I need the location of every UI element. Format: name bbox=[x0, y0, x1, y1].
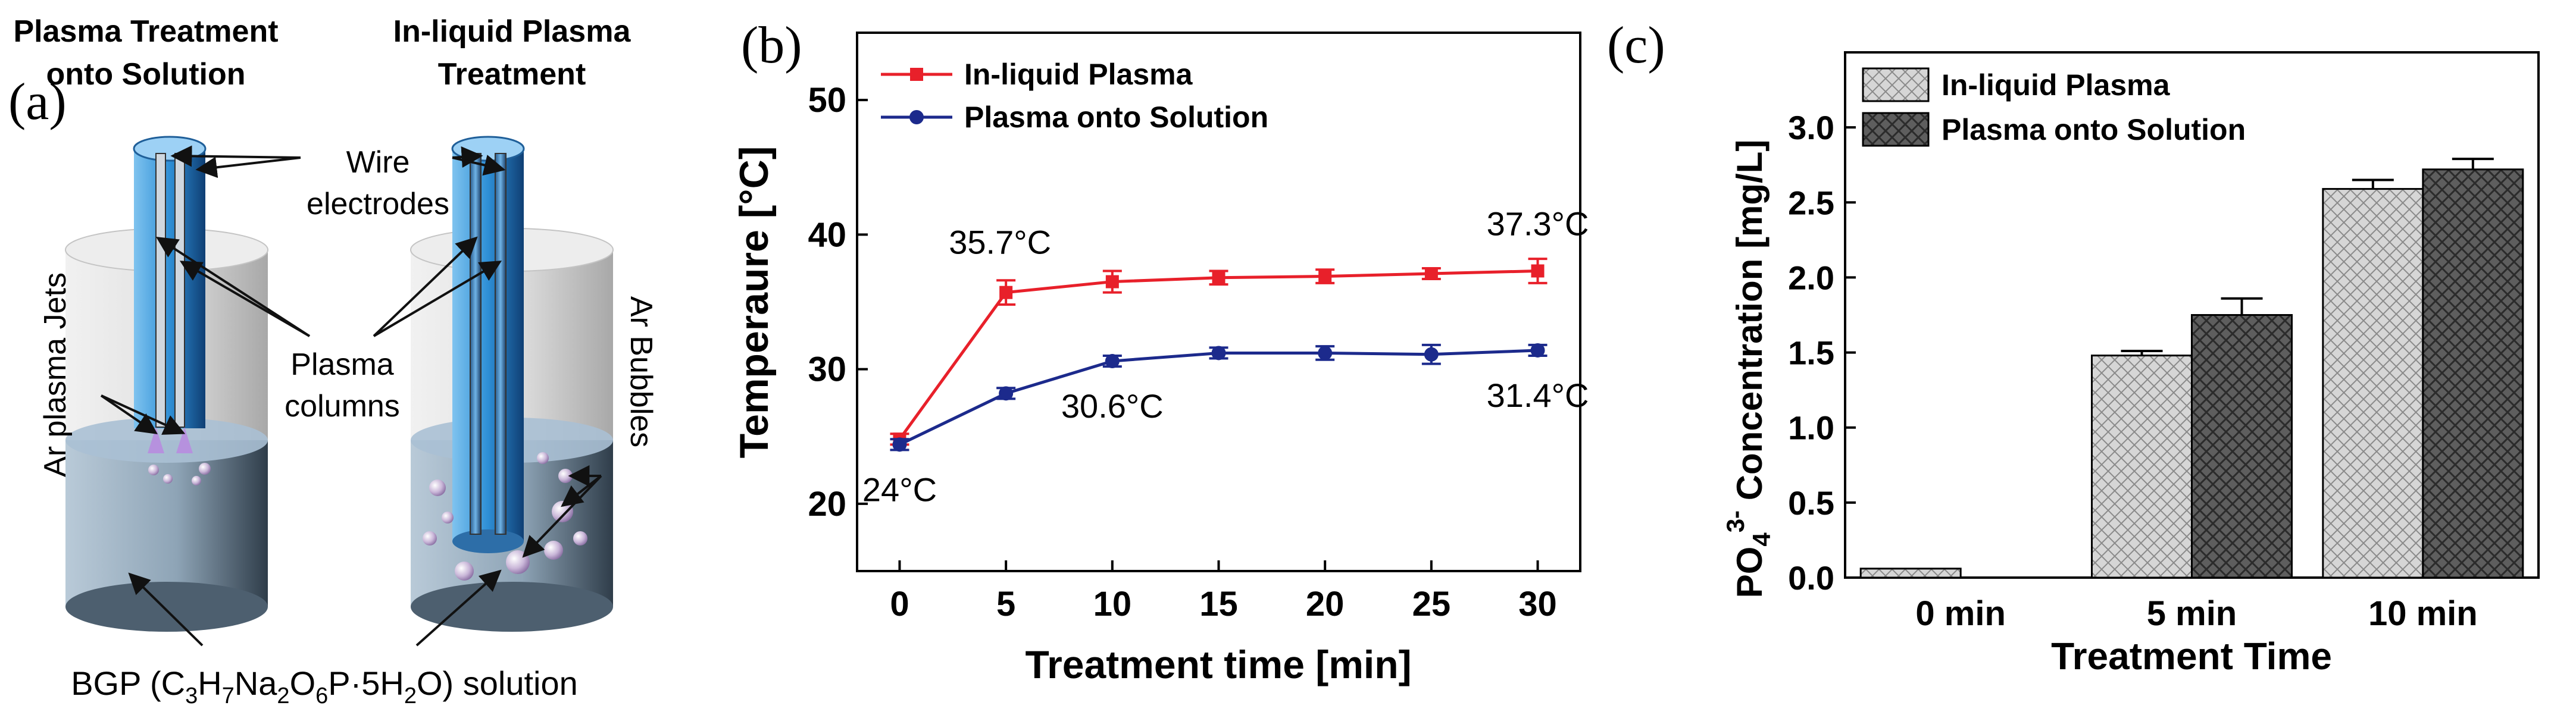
y-tick-label-c: 1.0 bbox=[1788, 409, 1834, 447]
y-tick-label-b: 20 bbox=[808, 485, 846, 523]
legend-swatch bbox=[1862, 112, 1930, 147]
data-point-square bbox=[1318, 269, 1332, 283]
beaker-left bbox=[65, 136, 268, 632]
y-tick-label-c: 1.5 bbox=[1788, 334, 1834, 372]
x-ticks-c: 0 min 5 min 10 min bbox=[1915, 594, 2477, 633]
legend-label: Plasma onto Solution bbox=[1942, 113, 2246, 146]
legend-label: Plasma onto Solution bbox=[964, 101, 1268, 134]
legend-c: In-liquid Plasma Plasma onto Solution bbox=[1862, 67, 2246, 147]
annotations bbox=[100, 145, 602, 647]
x-tick-label-c: 10 min bbox=[2368, 594, 2478, 633]
point-label: 30.6°C bbox=[1061, 387, 1164, 425]
legend-label: In-liquid Plasma bbox=[964, 58, 1193, 91]
y-axis-label-b: Temperaure [°C] bbox=[731, 146, 777, 459]
bar-in-liquid bbox=[2322, 188, 2424, 579]
panel-c-label: (c) bbox=[1607, 17, 1665, 74]
title-left-line2: onto Solution bbox=[46, 57, 245, 92]
data-point-square bbox=[1105, 275, 1119, 289]
wire-electrode-right-2 bbox=[495, 153, 507, 535]
data-point-square bbox=[1424, 266, 1438, 280]
label-plasma: Plasma bbox=[290, 347, 393, 382]
label-wire: Wire bbox=[346, 145, 410, 180]
series-b bbox=[890, 258, 1548, 452]
x-tick-label-b: 5 bbox=[996, 585, 1015, 623]
y-tick-label-c: 0.5 bbox=[1788, 484, 1834, 522]
data-point-circle bbox=[1105, 354, 1120, 369]
title-right-line2: Treatment bbox=[438, 57, 586, 92]
data-point-circle bbox=[1318, 346, 1333, 360]
bar-in-liquid bbox=[2091, 355, 2193, 579]
point-label: 24°C bbox=[862, 471, 937, 508]
point-label: 37.3°C bbox=[1487, 205, 1589, 242]
data-point-square bbox=[1212, 271, 1226, 284]
legend-marker bbox=[909, 110, 924, 124]
panel-a: Plasma Treatment onto Solution In-liquid… bbox=[8, 14, 658, 708]
x-tick-label-b: 25 bbox=[1412, 585, 1451, 623]
point-label: 35.7°C bbox=[949, 224, 1051, 261]
data-point-square bbox=[1531, 264, 1545, 278]
data-point-circle bbox=[1530, 343, 1545, 358]
title-left-line1: Plasma Treatment bbox=[13, 14, 278, 49]
x-ticks-b: 0 5 10 15 20 25 30 bbox=[890, 560, 1557, 623]
point-labels-b: 35.7°C 37.3°C 30.6°C 31.4°C 24°C bbox=[862, 205, 1589, 508]
wire-electrode-left-2 bbox=[174, 153, 185, 428]
y-tick-label-c: 3.0 bbox=[1788, 109, 1834, 146]
label-columns: columns bbox=[285, 389, 400, 424]
legend-swatch bbox=[1862, 67, 1930, 102]
y-tick-label-c: 2.0 bbox=[1788, 259, 1834, 296]
y-ticks-b: 20 30 40 50 bbox=[808, 81, 868, 523]
x-tick-label-b: 0 bbox=[890, 585, 909, 623]
y-ticks-c: 0.0 0.5 1.0 1.5 2.0 2.5 3.0 bbox=[1788, 109, 1856, 597]
wire-electrode-right-1 bbox=[470, 153, 482, 535]
panel-a-label: (a) bbox=[8, 73, 67, 131]
solution-label: BGP (C3H7Na2O6P·5H2O) solution bbox=[71, 664, 578, 708]
x-axis-label-b: Treatment time [min] bbox=[1025, 642, 1411, 686]
x-tick-label-c: 0 min bbox=[1915, 594, 2006, 633]
legend-b: In-liquid Plasma Plasma onto Solution bbox=[881, 58, 1268, 134]
data-point-circle bbox=[999, 386, 1014, 401]
data-point-square bbox=[999, 286, 1013, 299]
beaker-right bbox=[410, 136, 614, 632]
label-ar-plasma-jets: Ar plasma Jets bbox=[38, 272, 73, 477]
legend-label: In-liquid Plasma bbox=[1942, 68, 2171, 102]
panel-b-label: (b) bbox=[741, 17, 802, 74]
point-label: 31.4°C bbox=[1487, 377, 1589, 414]
quartz-tube-right bbox=[452, 149, 524, 541]
wire-electrode-left-1 bbox=[155, 153, 166, 428]
series-line-onto-solution bbox=[899, 349, 1538, 446]
data-point-circle bbox=[1211, 346, 1226, 360]
y-tick-label-b: 30 bbox=[808, 350, 846, 389]
x-tick-label-c: 5 min bbox=[2147, 594, 2237, 633]
panel-c: (c) 0.0 0.5 1.0 1.5 2.0 2.5 3.0 0 min 5 min 10 m… bbox=[1607, 17, 2540, 678]
bars-c bbox=[1859, 158, 2524, 579]
data-point-circle bbox=[892, 437, 907, 452]
ar-bubble bbox=[429, 479, 446, 496]
title-right-line1: In-liquid Plasma bbox=[393, 14, 632, 49]
x-tick-label-b: 10 bbox=[1093, 585, 1132, 623]
y-tick-label-b: 40 bbox=[808, 215, 846, 254]
plasma-jet-left-2 bbox=[176, 427, 193, 453]
y-tick-label-c: 2.5 bbox=[1788, 184, 1834, 221]
panel-b: (b) 20 30 40 50 0 5 10 15 20 25 30 35.7°C 37.3°C 30… bbox=[731, 17, 1589, 686]
data-point-circle bbox=[1424, 347, 1439, 362]
x-tick-label-b: 20 bbox=[1306, 585, 1345, 623]
x-tick-label-b: 30 bbox=[1518, 585, 1557, 623]
x-axis-label-c: Treatment Time bbox=[2051, 635, 2332, 678]
label-electrodes: electrodes bbox=[307, 187, 449, 221]
legend-marker bbox=[910, 68, 923, 81]
bar-in-liquid bbox=[1859, 567, 1962, 579]
y-tick-label-b: 50 bbox=[808, 81, 846, 120]
y-axis-label-c: PO43- Concentration [mg/L] bbox=[1721, 140, 1775, 598]
bar-onto-solution bbox=[2422, 168, 2524, 579]
plasma-jet-left-1 bbox=[148, 427, 164, 453]
x-tick-label-b: 15 bbox=[1199, 585, 1238, 623]
bar-onto-solution bbox=[2191, 314, 2293, 579]
quartz-tube-left bbox=[134, 149, 205, 428]
y-tick-label-c: 0.0 bbox=[1788, 559, 1834, 597]
label-ar-bubbles: Ar Bubbles bbox=[624, 296, 658, 447]
